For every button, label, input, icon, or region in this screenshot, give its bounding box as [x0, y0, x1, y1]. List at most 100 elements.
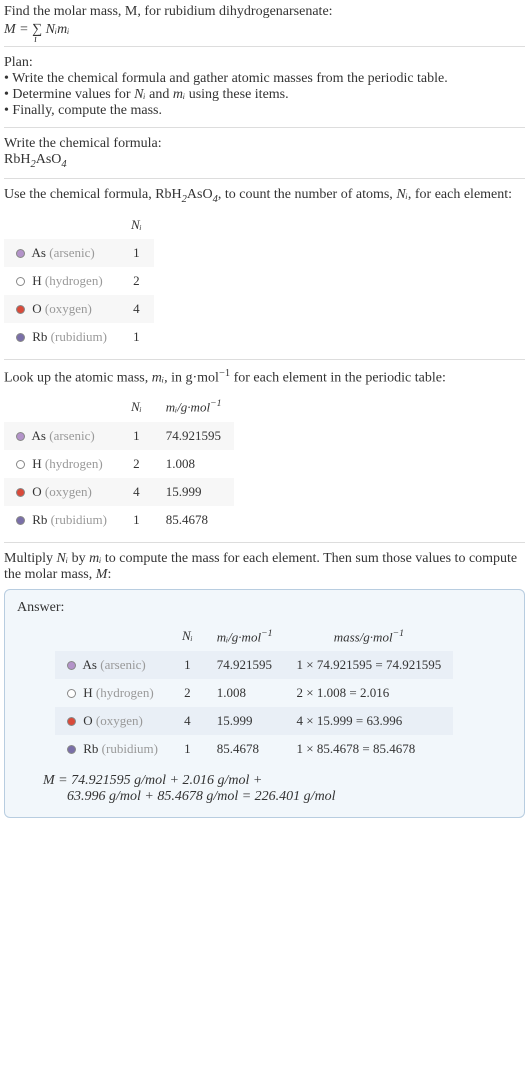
- answer-th-mi: mᵢ/g·mol−1: [205, 622, 285, 651]
- n-value: 2: [170, 679, 205, 707]
- element-cell: Rb (rubidium): [4, 506, 119, 534]
- mass-value: 1 × 85.4678 = 85.4678: [285, 735, 454, 763]
- lk-a: Look up the atomic mass,: [4, 370, 152, 385]
- table-row: Rb (rubidium) 1 85.4678: [4, 506, 234, 534]
- element-cell: O (oxygen): [4, 478, 119, 506]
- an-th-mi-sup: −1: [261, 628, 272, 639]
- divider: [4, 542, 525, 543]
- multiply-title: Multiply Nᵢ by mᵢ to compute the mass fo…: [4, 551, 525, 583]
- element-name: (rubidium): [51, 512, 107, 527]
- element-symbol: H: [83, 685, 92, 700]
- mass-value: 2 × 1.008 = 2.016: [285, 679, 454, 707]
- formula-M: M =: [4, 22, 32, 37]
- element-cell: O (oxygen): [55, 707, 170, 735]
- element-cell: Rb (rubidium): [4, 323, 119, 351]
- table-row: As (arsenic) 1 74.921595 1 × 74.921595 =…: [55, 651, 453, 679]
- lk-th-mi-b: /g·mol: [177, 400, 210, 415]
- lk-sup: −1: [219, 368, 230, 379]
- mass-value: 4 × 15.999 = 63.996: [285, 707, 454, 735]
- plan-b2-mi: mᵢ: [173, 87, 185, 102]
- result-2: 63.996 g/mol + 85.4678 g/mol = 226.401 g…: [55, 789, 336, 804]
- intro-line1: Find the molar mass, M, for rubidium dih…: [4, 4, 525, 20]
- table-row: As (arsenic) 1: [4, 239, 154, 267]
- element-name: (oxygen): [45, 484, 92, 499]
- element-dot: [16, 277, 25, 286]
- element-cell: As (arsenic): [4, 422, 119, 450]
- element-dot: [67, 717, 76, 726]
- element-symbol: O: [32, 301, 41, 316]
- lookup-table: Nᵢ mᵢ/g·mol−1 As (arsenic) 1 74.921595 H…: [4, 392, 234, 533]
- ct-d: , for each element:: [408, 187, 512, 202]
- mp-mi: mᵢ: [89, 551, 101, 566]
- element-dot: [67, 689, 76, 698]
- table-row: H (hydrogen) 2 1.008 2 × 1.008 = 2.016: [55, 679, 453, 707]
- element-name: (arsenic): [49, 428, 94, 443]
- element-dot: [16, 249, 25, 258]
- cf-prefix: RbH: [4, 152, 30, 167]
- result-1: M = 74.921595 g/mol + 2.016 g/mol +: [43, 773, 262, 788]
- n-value: 2: [119, 450, 154, 478]
- lk-th-mi-sup: −1: [210, 398, 221, 409]
- lookup-title: Look up the atomic mass, mᵢ, in g·mol−1 …: [4, 368, 525, 387]
- element-name: (arsenic): [49, 245, 94, 260]
- element-symbol: As: [32, 428, 46, 443]
- element-symbol: O: [32, 484, 41, 499]
- plan-b2-b: and: [146, 87, 173, 102]
- plan-b2-a: • Determine values for: [4, 87, 134, 102]
- element-symbol: H: [32, 456, 41, 471]
- m-value: 74.921595: [154, 422, 234, 450]
- element-name: (oxygen): [96, 713, 143, 728]
- mp-b: by: [68, 551, 89, 566]
- cf-mid: AsO: [36, 152, 62, 167]
- lk-b: , in g·mol: [164, 370, 219, 385]
- plan-b2-ni: Nᵢ: [134, 87, 146, 102]
- plan-section: Plan: • Write the chemical formula and g…: [4, 55, 525, 119]
- n-value: 4: [119, 295, 154, 323]
- answer-th-mass: mass/g·mol−1: [285, 622, 454, 651]
- answer-label: Answer:: [17, 600, 512, 616]
- chem-formula-title: Write the chemical formula:: [4, 136, 525, 152]
- m-value: 74.921595: [205, 651, 285, 679]
- divider: [4, 178, 525, 179]
- element-name: (oxygen): [45, 301, 92, 316]
- table-row: As (arsenic) 1 74.921595: [4, 422, 234, 450]
- element-symbol: Rb: [32, 512, 47, 527]
- element-cell: H (hydrogen): [4, 450, 119, 478]
- ct-c: , to count the number of atoms,: [218, 187, 396, 202]
- multiply-section: Multiply Nᵢ by mᵢ to compute the mass fo…: [4, 551, 525, 583]
- an-th-mass-sup: −1: [393, 628, 404, 639]
- plan-bullet-3: • Finally, compute the mass.: [4, 103, 525, 119]
- element-dot: [16, 305, 25, 314]
- table-row: H (hydrogen) 2 1.008: [4, 450, 234, 478]
- result-line: M = 74.921595 g/mol + 2.016 g/mol + 63.9…: [17, 773, 512, 805]
- n-value: 1: [170, 651, 205, 679]
- ct-a: Use the chemical formula, RbH: [4, 187, 182, 202]
- element-name: (hydrogen): [45, 273, 103, 288]
- element-dot: [16, 488, 25, 497]
- table-row: Rb (rubidium) 1: [4, 323, 154, 351]
- ct-b: AsO: [187, 187, 213, 202]
- sigma-sub: i: [34, 34, 37, 45]
- element-symbol: As: [32, 245, 46, 260]
- element-dot: [16, 460, 25, 469]
- table-row: O (oxygen) 4: [4, 295, 154, 323]
- table-row: O (oxygen) 4 15.999: [4, 478, 234, 506]
- answer-table: Nᵢ mᵢ/g·mol−1 mass/g·mol−1 As (arsenic) …: [55, 622, 453, 763]
- element-symbol: H: [32, 273, 41, 288]
- lookup-th-blank: [4, 392, 119, 421]
- divider: [4, 46, 525, 47]
- count-section: Use the chemical formula, RbH2AsO4, to c…: [4, 187, 525, 351]
- plan-b2-c: using these items.: [185, 87, 288, 102]
- plan-title: Plan:: [4, 55, 525, 71]
- element-name: (rubidium): [51, 329, 107, 344]
- mp-d: :: [107, 567, 111, 582]
- lk-c: for each element in the periodic table:: [230, 370, 446, 385]
- mass-value: 1 × 74.921595 = 74.921595: [285, 651, 454, 679]
- lk-mi: mᵢ: [152, 370, 164, 385]
- an-th-mi-a: mᵢ: [217, 629, 228, 644]
- n-value: 1: [119, 506, 154, 534]
- an-th-mi-b: /g·mol: [228, 629, 261, 644]
- element-dot: [67, 745, 76, 754]
- element-cell: As (arsenic): [4, 239, 119, 267]
- plan-bullet-2: • Determine values for Nᵢ and mᵢ using t…: [4, 87, 525, 103]
